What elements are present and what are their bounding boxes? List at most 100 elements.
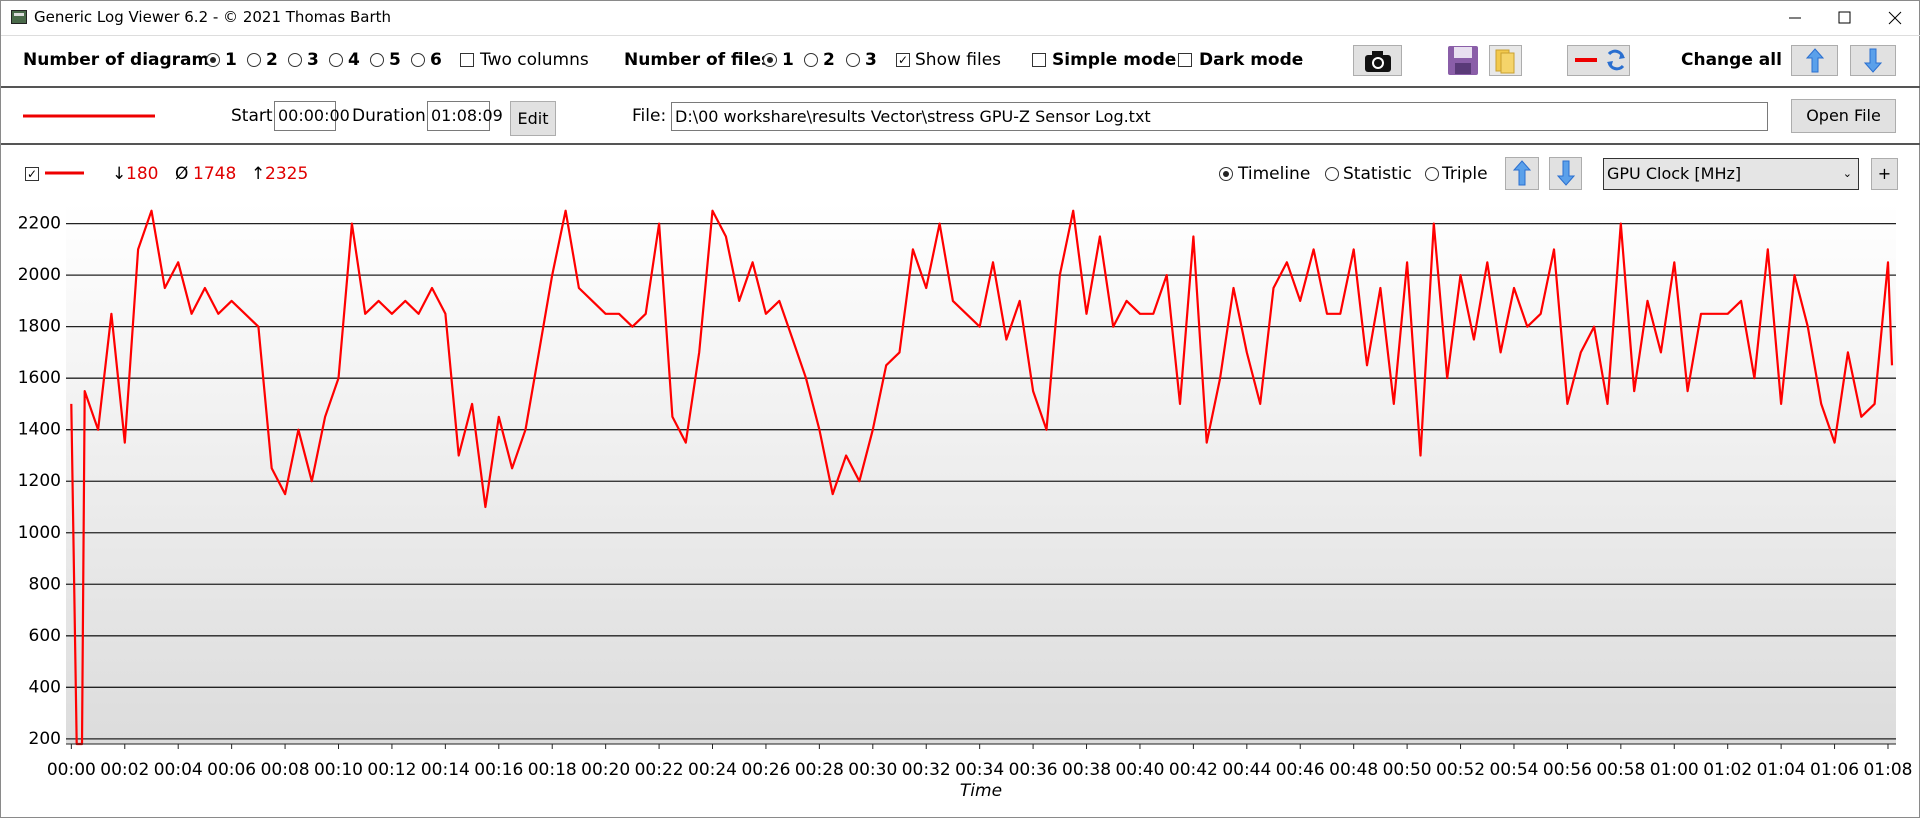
file-label: File: (632, 106, 667, 126)
checkbox[interactable] (460, 53, 474, 67)
x-tick-label: 00:34 (955, 760, 1004, 780)
checkbox[interactable]: ✓ (25, 167, 39, 181)
radio[interactable] (1325, 167, 1339, 181)
x-tick-label: 00:32 (902, 760, 951, 780)
duration-input[interactable]: 01:08:09 (427, 101, 503, 131)
color-button[interactable] (1567, 45, 1630, 76)
sensor-select[interactable]: GPU Clock [MHz] ⌄ (1603, 158, 1859, 190)
y-tick-label: 2000 (18, 265, 61, 285)
open-file-button[interactable]: Open File (1791, 99, 1896, 133)
x-tick-label: 00:26 (741, 760, 790, 780)
change-all: Change all (1681, 50, 1782, 70)
files-label: Number of files (624, 50, 772, 70)
y-tick-label: 1000 (18, 523, 61, 543)
option[interactable]: 3 (865, 50, 877, 70)
y-tick-label: 2200 (18, 214, 61, 234)
dark-mode[interactable]: Dark mode (1199, 50, 1304, 70)
start-label: Start: (231, 106, 279, 126)
option[interactable]: 1 (782, 50, 794, 70)
separator (1, 143, 1920, 145)
radio[interactable] (846, 53, 860, 67)
window-controls[interactable] (1785, 7, 1910, 29)
x-tick-label: 01:02 (1703, 760, 1752, 780)
radio[interactable] (1219, 167, 1233, 181)
simple-mode[interactable]: Simple mode (1052, 50, 1177, 70)
mode-option[interactable]: Timeline (1238, 164, 1311, 184)
option[interactable]: 1 (225, 50, 237, 70)
diagrams-label: Number of diagrams (23, 50, 220, 70)
x-tick-label: 00:04 (154, 760, 203, 780)
option[interactable]: 2 (266, 50, 278, 70)
y-tick-label: 1800 (18, 317, 61, 337)
separator (1, 86, 1920, 88)
two-columns[interactable]: Two columns (480, 50, 589, 70)
radio[interactable] (763, 53, 777, 67)
min-value: 180 (126, 164, 159, 184)
x-tick-label: 00:08 (261, 760, 310, 780)
radio[interactable] (411, 53, 425, 67)
x-tick-label: 00:46 (1276, 760, 1325, 780)
x-axis-label: Time (960, 781, 1002, 801)
screenshot-button[interactable] (1353, 45, 1402, 76)
x-tick-label: 00:30 (848, 760, 897, 780)
start-input[interactable]: 00:00:00 (274, 101, 350, 131)
diagram-down-button[interactable] (1549, 157, 1582, 190)
option[interactable]: 4 (348, 50, 360, 70)
show-files[interactable]: Show files (915, 50, 1002, 70)
y-tick-label: 1200 (18, 471, 61, 491)
option[interactable]: 6 (430, 50, 442, 70)
duration-label: Duration: (352, 106, 432, 126)
x-tick-label: 01:04 (1757, 760, 1806, 780)
y-tick-label: 200 (29, 729, 61, 749)
move-down-button[interactable] (1850, 45, 1896, 76)
file-path[interactable]: D:\00 workshare\results Vector\stress GP… (671, 102, 1768, 131)
checkbox[interactable]: ✓ (896, 53, 910, 67)
x-tick-label: 00:56 (1543, 760, 1592, 780)
min-symbol: ↓ (112, 164, 127, 184)
open-icon[interactable] (1489, 45, 1522, 76)
x-tick-label: 00:42 (1169, 760, 1218, 780)
x-tick-label: 00:52 (1436, 760, 1485, 780)
add-button[interactable]: + (1871, 158, 1898, 190)
radio[interactable] (288, 53, 302, 67)
data-line (70, 209, 1894, 746)
save-icon[interactable] (1447, 45, 1479, 76)
radio[interactable] (329, 53, 343, 67)
radio[interactable] (247, 53, 261, 67)
y-tick-label: 600 (29, 626, 61, 646)
x-tick-label: 00:22 (635, 760, 684, 780)
app-icon (11, 10, 27, 24)
x-tick-label: 00:16 (474, 760, 523, 780)
mode-option[interactable]: Triple (1442, 164, 1488, 184)
window-title: Generic Log Viewer 6.2 - © 2021 Thomas B… (34, 8, 392, 26)
avg-symbol: Ø (175, 164, 189, 184)
checkbox[interactable] (1032, 53, 1046, 67)
diagram-up-button[interactable] (1505, 157, 1539, 190)
radio[interactable] (206, 53, 220, 67)
file-line-style (23, 114, 155, 118)
mode-option[interactable]: Statistic (1343, 164, 1412, 184)
title-separator (1, 35, 1920, 36)
radio[interactable] (804, 53, 818, 67)
x-tick-label: 01:06 (1810, 760, 1859, 780)
x-tick-label: 00:14 (421, 760, 470, 780)
move-up-button[interactable] (1791, 45, 1838, 76)
option[interactable]: 3 (307, 50, 319, 70)
x-tick-label: 01:08 (1863, 760, 1912, 780)
avg-value: 1748 (193, 164, 237, 184)
x-tick-label: 01:00 (1650, 760, 1699, 780)
edit-button[interactable]: Edit (510, 101, 556, 136)
option[interactable]: 2 (823, 50, 835, 70)
y-tick-label: 800 (29, 574, 61, 594)
checkbox[interactable] (1178, 53, 1192, 67)
x-tick-label: 00:58 (1596, 760, 1645, 780)
sensor-name: GPU Clock [MHz] (1607, 164, 1742, 183)
option[interactable]: 5 (389, 50, 401, 70)
radio[interactable] (1425, 167, 1439, 181)
x-tick-label: 00:36 (1009, 760, 1058, 780)
x-tick-label: 00:06 (207, 760, 256, 780)
radio[interactable] (370, 53, 384, 67)
y-tick-label: 400 (29, 677, 61, 697)
